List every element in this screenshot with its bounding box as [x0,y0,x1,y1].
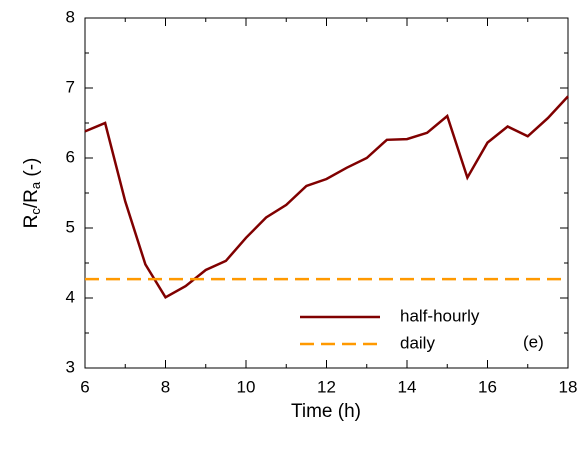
y-label-part: (-) [21,158,42,182]
y-tick-label: 8 [66,7,75,26]
y-label-sub: a [28,181,43,189]
y-label-part: /R [21,189,42,208]
y-tick-label: 5 [66,217,75,236]
y-tick-label: 3 [66,357,75,376]
annotation: (e) [523,332,544,351]
x-tick-label: 10 [237,377,256,396]
y-tick-label: 7 [66,77,75,96]
y-label-sub: c [28,208,43,215]
x-axis-label: Time (h) [291,401,361,422]
x-tick-label: 18 [559,377,578,396]
y-tick-label: 4 [66,287,75,306]
x-tick-label: 8 [161,377,170,396]
y-axis-label: Rc/Ra (-) [21,158,43,229]
x-tick-label: 6 [80,377,89,396]
x-tick-label: 16 [478,377,497,396]
plot-frame [84,17,569,369]
legend-label: daily [400,333,435,352]
y-label-part: R [21,215,42,229]
y-tick-label: 6 [66,147,75,166]
x-tick-label: 12 [317,377,336,396]
x-tick-label: 14 [398,377,417,396]
series-line [84,95,569,299]
legend-label: half-hourly [400,306,480,325]
